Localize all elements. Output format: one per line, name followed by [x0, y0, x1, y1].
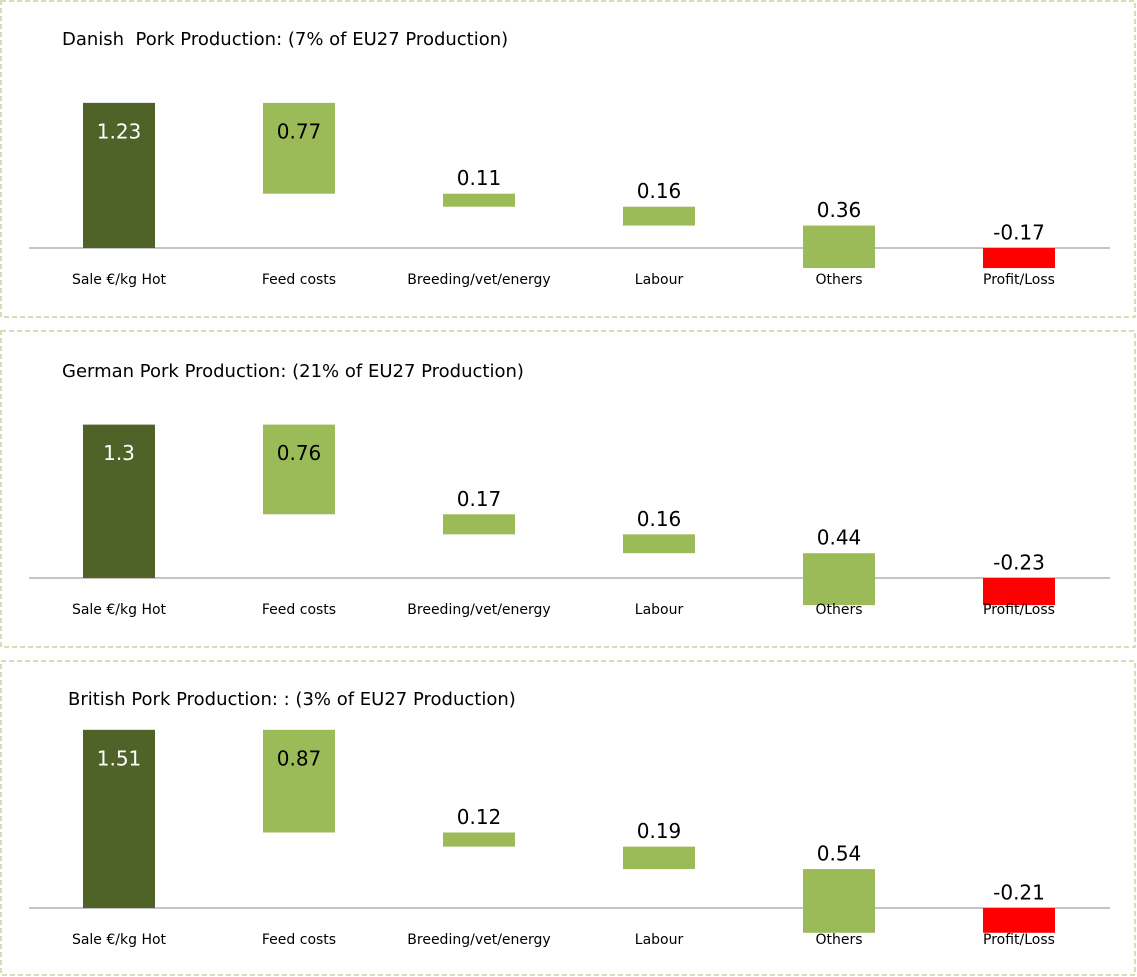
data-label: -0.21	[993, 881, 1045, 905]
data-label: 0.17	[457, 487, 502, 511]
bar	[623, 534, 695, 554]
x-tick-label: Others	[815, 932, 862, 948]
panel	[0, 330, 1136, 648]
bar	[83, 102, 155, 248]
data-label: 0.87	[277, 746, 322, 770]
x-tick-label: Sale €/kg Hot	[72, 272, 167, 288]
bar	[983, 248, 1055, 269]
bar	[443, 832, 515, 847]
data-label: 0.54	[817, 842, 862, 866]
x-tick-label: Sale €/kg Hot	[72, 932, 167, 948]
x-tick-label: Breeding/vet/energy	[407, 272, 550, 288]
bar	[803, 553, 875, 606]
bar	[83, 729, 155, 908]
x-tick-label: Feed costs	[262, 272, 336, 288]
x-tick-label: Labour	[635, 932, 684, 948]
chart-title: British Pork Production: : (3% of EU27 P…	[68, 689, 516, 710]
x-tick-label: Others	[815, 602, 862, 618]
chart-title: Danish Pork Production: (7% of EU27 Prod…	[62, 29, 508, 50]
bar	[803, 225, 875, 269]
data-label: 0.36	[817, 198, 862, 222]
bar	[443, 514, 515, 535]
data-label: 1.51	[97, 746, 142, 770]
bar	[443, 193, 515, 207]
data-label: 0.77	[277, 119, 322, 143]
data-label: 1.3	[103, 441, 135, 465]
x-tick-label: Feed costs	[262, 932, 336, 948]
x-tick-label: Profit/Loss	[983, 602, 1055, 618]
bar	[623, 846, 695, 870]
data-label: 0.16	[637, 507, 682, 531]
x-tick-label: Profit/Loss	[983, 272, 1055, 288]
bar	[983, 908, 1055, 933]
x-tick-label: Profit/Loss	[983, 932, 1055, 948]
bar	[803, 869, 875, 933]
x-tick-label: Others	[815, 272, 862, 288]
x-tick-label: Labour	[635, 602, 684, 618]
x-tick-label: Sale €/kg Hot	[72, 602, 167, 618]
chart-title: German Pork Production: (21% of EU27 Pro…	[62, 361, 524, 382]
data-label: 0.19	[637, 819, 682, 843]
data-label: -0.23	[993, 551, 1045, 575]
data-label: 1.23	[97, 119, 142, 143]
data-label: 0.16	[637, 179, 682, 203]
bar	[263, 102, 335, 194]
data-label: 0.76	[277, 441, 322, 465]
x-tick-label: Feed costs	[262, 602, 336, 618]
bar	[623, 206, 695, 226]
panel	[0, 0, 1136, 318]
bar	[83, 424, 155, 578]
data-label: 0.11	[457, 166, 502, 190]
data-label: 0.12	[457, 805, 502, 829]
bar	[983, 578, 1055, 606]
data-label: 0.44	[817, 526, 862, 550]
x-tick-label: Breeding/vet/energy	[407, 602, 550, 618]
bar	[263, 729, 335, 833]
bar	[263, 424, 335, 515]
x-tick-label: Labour	[635, 272, 684, 288]
data-label: -0.17	[993, 221, 1045, 245]
panel	[0, 660, 1136, 976]
x-tick-label: Breeding/vet/energy	[407, 932, 550, 948]
